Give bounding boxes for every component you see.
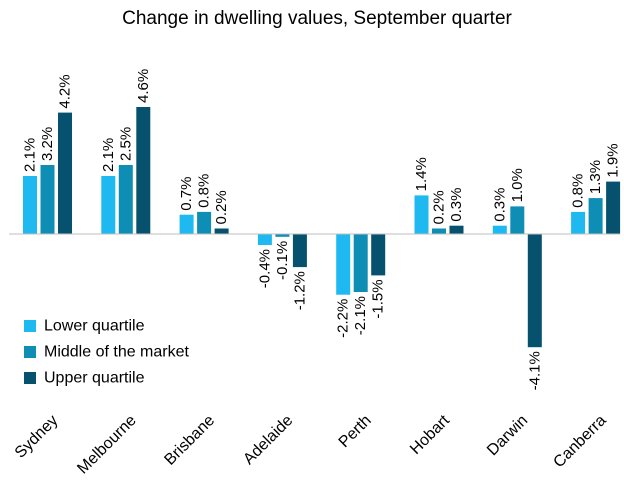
bar-canberra-upper-quartile — [606, 181, 621, 234]
category-label-adelaide: Adelaide — [240, 412, 296, 468]
bar-darwin-middle-of-the-market — [510, 206, 525, 234]
bar-canberra-lower-quartile — [571, 211, 586, 234]
data-label-hobart-lower-quartile: 1.4% — [413, 157, 430, 191]
data-label-sydney-lower-quartile: 2.1% — [22, 138, 39, 172]
data-label-melbourne-middle-of-the-market: 2.5% — [117, 127, 134, 161]
data-label-canberra-middle-of-the-market: 1.3% — [587, 160, 604, 194]
bar-brisbane-lower-quartile — [179, 214, 194, 234]
bar-darwin-lower-quartile — [492, 225, 507, 234]
category-label-perth: Perth — [336, 412, 375, 451]
data-label-brisbane-upper-quartile: 0.2% — [213, 190, 230, 224]
legend: Lower quartile Middle of the market Upper … — [24, 318, 190, 387]
data-label-darwin-lower-quartile: 0.3% — [491, 187, 508, 221]
bar-hobart-upper-quartile — [449, 225, 464, 234]
data-label-canberra-lower-quartile: 0.8% — [570, 174, 587, 208]
bar-sydney-middle-of-the-market — [40, 165, 55, 234]
legend-swatch-upper-quartile — [24, 372, 36, 384]
bar-perth-upper-quartile — [371, 234, 386, 276]
category-label-brisbane: Brisbane — [161, 412, 218, 469]
bar-adelaide-middle-of-the-market — [275, 234, 290, 237]
data-label-perth-upper-quartile: -1.5% — [370, 279, 387, 318]
bar-adelaide-upper-quartile — [292, 234, 307, 268]
data-label-sydney-upper-quartile: 4.2% — [57, 74, 74, 108]
legend-label-lower-quartile: Lower quartile — [44, 318, 145, 335]
bar-hobart-middle-of-the-market — [432, 228, 446, 234]
data-label-adelaide-middle-of-the-market: -0.1% — [274, 241, 291, 280]
bar-sydney-upper-quartile — [58, 112, 72, 234]
bar-melbourne-upper-quartile — [136, 107, 151, 234]
data-label-melbourne-upper-quartile: 4.6% — [135, 69, 152, 103]
bar-darwin-upper-quartile — [527, 234, 542, 348]
data-label-brisbane-middle-of-the-market: 0.8% — [196, 174, 213, 208]
data-label-sydney-middle-of-the-market: 3.2% — [39, 127, 56, 161]
category-label-sydney: Sydney — [12, 412, 62, 462]
legend-swatch-middle-of-the-market — [24, 346, 36, 358]
data-labels: 2.1% 3.2%4.2%2.1% 2.5%4.6%0.7% 0.8% 0.2%-0.4… — [22, 69, 622, 391]
data-label-canberra-upper-quartile: 1.9% — [605, 143, 622, 177]
bar-adelaide-lower-quartile — [257, 234, 272, 245]
bar-canberra-middle-of-the-market — [588, 198, 603, 234]
bar-melbourne-middle-of-the-market — [118, 165, 133, 234]
category-label-canberra: Canberra — [550, 412, 609, 471]
legend-swatch-lower-quartile — [24, 320, 36, 332]
bars — [23, 107, 621, 348]
data-label-darwin-upper-quartile: -4.1% — [526, 351, 543, 390]
data-label-brisbane-lower-quartile: 0.7% — [178, 176, 195, 210]
data-label-adelaide-upper-quartile: -1.2% — [291, 271, 308, 310]
bar-brisbane-upper-quartile — [214, 228, 229, 234]
bar-hobart-lower-quartile — [414, 195, 429, 234]
data-label-perth-lower-quartile: -2.2% — [335, 299, 352, 338]
data-label-hobart-middle-of-the-market: 0.2% — [431, 190, 448, 224]
legend-label-middle-of-the-market: Middle of the market — [44, 344, 190, 361]
category-label-darwin: Darwin — [484, 412, 531, 459]
data-label-darwin-middle-of-the-market: 1.0% — [509, 168, 526, 202]
data-label-hobart-upper-quartile: 0.3% — [448, 187, 465, 221]
bar-sydney-lower-quartile — [23, 176, 37, 234]
bar-brisbane-middle-of-the-market — [197, 211, 212, 234]
legend-label-upper-quartile: Upper quartile — [44, 370, 145, 387]
bar-melbourne-lower-quartile — [101, 176, 116, 234]
bar-perth-middle-of-the-market — [353, 234, 368, 292]
category-labels: Sydney Melbourne Brisbane Adelaide Perth Hoba… — [12, 412, 610, 478]
data-label-adelaide-lower-quartile: -0.4% — [256, 249, 273, 288]
category-label-hobart: Hobart — [407, 412, 453, 458]
bar-perth-lower-quartile — [336, 234, 351, 295]
chart-title: Change in dwelling values, September qua… — [122, 8, 512, 29]
category-label-melbourne: Melbourne — [74, 412, 140, 478]
data-label-perth-middle-of-the-market: -2.1% — [352, 296, 369, 335]
data-label-melbourne-lower-quartile: 2.1% — [100, 138, 117, 172]
